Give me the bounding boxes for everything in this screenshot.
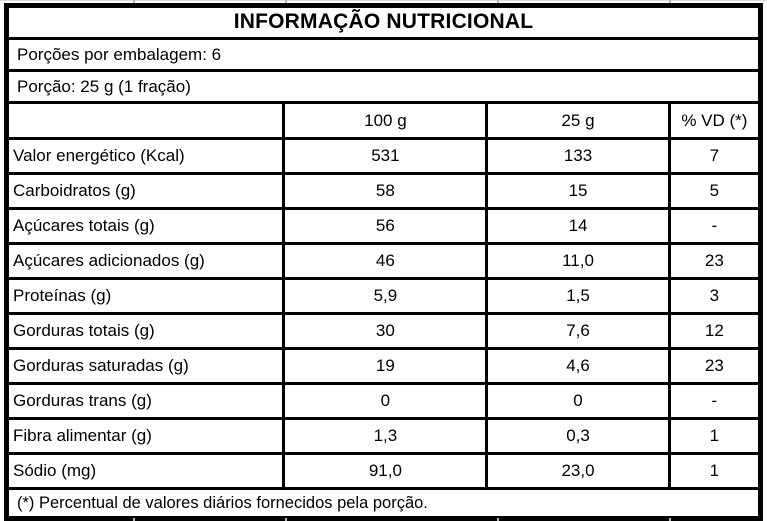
nutrition-facts-table: INFORMAÇÃO NUTRICIONAL Porções por embal… bbox=[4, 3, 763, 521]
table-row: INFORMAÇÃO NUTRICIONAL bbox=[5, 4, 762, 40]
value-per-100g: 58 bbox=[282, 172, 489, 210]
nutrient-label: Gorduras saturadas (g) bbox=[4, 347, 286, 385]
value-per-25g: 14 bbox=[485, 207, 671, 245]
cropped-grid-tick bbox=[497, 518, 499, 521]
cropped-grid-tick bbox=[133, 0, 135, 3]
column-header-25g: 25 g bbox=[485, 101, 671, 140]
value-pct-vd: 23 bbox=[667, 242, 763, 280]
table-row: Açúcares totais (g) 56 14 - bbox=[4, 207, 763, 245]
value-pct-vd: 3 bbox=[667, 277, 763, 315]
table-row: (*) Percentual de valores diários fornec… bbox=[5, 487, 762, 520]
cropped-grid-tick bbox=[669, 0, 671, 3]
value-per-25g: 7,6 bbox=[485, 312, 671, 350]
cropped-grid-hairline bbox=[0, 0, 767, 1]
table-row: Proteínas (g) 5,9 1,5 3 bbox=[4, 277, 763, 315]
table-row: Valor energético (Kcal) 531 133 7 bbox=[4, 137, 763, 175]
nutrient-label: Proteínas (g) bbox=[4, 277, 286, 315]
daily-values-footnote: (*) Percentual de valores diários fornec… bbox=[5, 487, 762, 520]
cropped-grid-tick bbox=[285, 0, 287, 3]
cropped-grid-tick bbox=[497, 0, 499, 3]
value-per-100g: 531 bbox=[282, 137, 489, 175]
value-per-100g: 1,3 bbox=[282, 417, 489, 455]
table-row: Gorduras saturadas (g) 19 4,6 23 bbox=[4, 347, 763, 385]
value-per-25g: 1,5 bbox=[485, 277, 671, 315]
value-pct-vd: 12 bbox=[667, 312, 763, 350]
table-row: Gorduras trans (g) 0 0 - bbox=[4, 382, 763, 420]
value-per-25g: 23,0 bbox=[485, 452, 671, 490]
column-header-100g: 100 g bbox=[282, 101, 489, 140]
value-per-25g: 0,3 bbox=[485, 417, 671, 455]
nutrient-label: Sódio (mg) bbox=[4, 452, 286, 490]
cropped-grid-tick bbox=[669, 518, 671, 521]
value-per-100g: 19 bbox=[282, 347, 489, 385]
cropped-grid-tick bbox=[285, 518, 287, 521]
nutrient-label: Fibra alimentar (g) bbox=[4, 417, 286, 455]
table-row: Sódio (mg) 91,0 23,0 1 bbox=[4, 452, 763, 490]
value-pct-vd: - bbox=[667, 382, 763, 420]
servings-per-package-text: Porções por embalagem: 6 bbox=[5, 37, 762, 72]
nutrient-label: Valor energético (Kcal) bbox=[4, 137, 286, 175]
cropped-grid-tick bbox=[133, 518, 135, 521]
table-title: INFORMAÇÃO NUTRICIONAL bbox=[5, 4, 762, 40]
value-pct-vd: - bbox=[667, 207, 763, 245]
value-per-100g: 0 bbox=[282, 382, 489, 420]
table-row: Carboidratos (g) 58 15 5 bbox=[4, 172, 763, 210]
value-per-25g: 4,6 bbox=[485, 347, 671, 385]
nutrient-label: Gorduras totais (g) bbox=[4, 312, 286, 350]
value-per-100g: 56 bbox=[282, 207, 489, 245]
value-pct-vd: 1 bbox=[667, 452, 763, 490]
value-per-100g: 91,0 bbox=[282, 452, 489, 490]
value-pct-vd: 7 bbox=[667, 137, 763, 175]
value-per-25g: 133 bbox=[485, 137, 671, 175]
value-per-25g: 0 bbox=[485, 382, 671, 420]
value-per-25g: 11,0 bbox=[485, 242, 671, 280]
table-row: Porção: 25 g (1 fração) bbox=[5, 69, 762, 104]
table-row: Açúcares adicionados (g) 46 11,0 23 bbox=[4, 242, 763, 280]
value-pct-vd: 1 bbox=[667, 417, 763, 455]
table-row: Porções por embalagem: 6 bbox=[5, 37, 762, 72]
nutrient-label: Gorduras trans (g) bbox=[4, 382, 286, 420]
value-per-25g: 15 bbox=[485, 172, 671, 210]
column-header-pct-vd: % VD (*) bbox=[667, 101, 763, 140]
value-per-100g: 5,9 bbox=[282, 277, 489, 315]
table-row: Gorduras totais (g) 30 7,6 12 bbox=[4, 312, 763, 350]
table-header-row: 100 g 25 g % VD (*) bbox=[4, 101, 763, 140]
nutrient-label: Carboidratos (g) bbox=[4, 172, 286, 210]
value-per-100g: 46 bbox=[282, 242, 489, 280]
column-header-blank bbox=[4, 101, 286, 140]
nutrient-label: Açúcares totais (g) bbox=[4, 207, 286, 245]
value-per-100g: 30 bbox=[282, 312, 489, 350]
value-pct-vd: 5 bbox=[667, 172, 763, 210]
portion-size-text: Porção: 25 g (1 fração) bbox=[5, 69, 762, 104]
table-row: Fibra alimentar (g) 1,3 0,3 1 bbox=[4, 417, 763, 455]
value-pct-vd: 23 bbox=[667, 347, 763, 385]
nutrient-label: Açúcares adicionados (g) bbox=[4, 242, 286, 280]
